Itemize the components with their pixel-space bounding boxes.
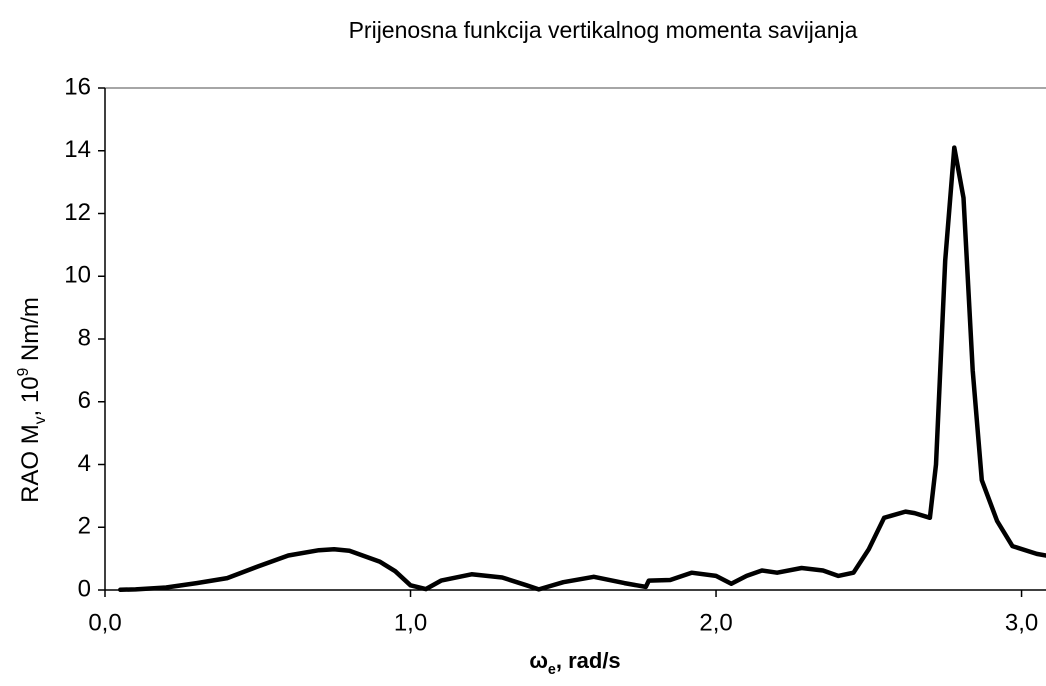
chart-title: Prijenosna funkcija vertikalnog momenta … bbox=[349, 17, 858, 43]
label-part: , 10 bbox=[17, 376, 44, 416]
y-tick-label: 10 bbox=[64, 262, 91, 289]
y-tick-label: 12 bbox=[64, 199, 91, 226]
x-tick-label: 1,0 bbox=[394, 609, 427, 636]
x-tick-label: 0,0 bbox=[88, 609, 121, 636]
y-tick-label: 14 bbox=[64, 136, 91, 163]
y-tick-label: 6 bbox=[78, 387, 91, 414]
x-axis-label: ωe, rad/s bbox=[529, 648, 620, 678]
label-part: e bbox=[548, 662, 556, 678]
y-tick-label: 2 bbox=[78, 513, 91, 540]
y-axis-label: RAO Mv, 109 Nm/m bbox=[15, 297, 49, 503]
y-tick-label: 16 bbox=[64, 73, 91, 100]
label-part: ω bbox=[529, 648, 548, 673]
data-line bbox=[118, 145, 1046, 592]
y-tick-label: 8 bbox=[78, 324, 91, 351]
label-part: , rad/s bbox=[556, 648, 621, 673]
label-part: v bbox=[32, 416, 49, 424]
y-tick-label: 0 bbox=[78, 575, 91, 602]
label-part: RAO M bbox=[17, 424, 44, 503]
label-part: 9 bbox=[15, 368, 32, 377]
y-tick-label: 4 bbox=[78, 450, 91, 477]
x-tick-label: 3,0 bbox=[1005, 609, 1038, 636]
label-part: Nm/m bbox=[17, 297, 44, 368]
x-tick-label: 2,0 bbox=[699, 609, 732, 636]
